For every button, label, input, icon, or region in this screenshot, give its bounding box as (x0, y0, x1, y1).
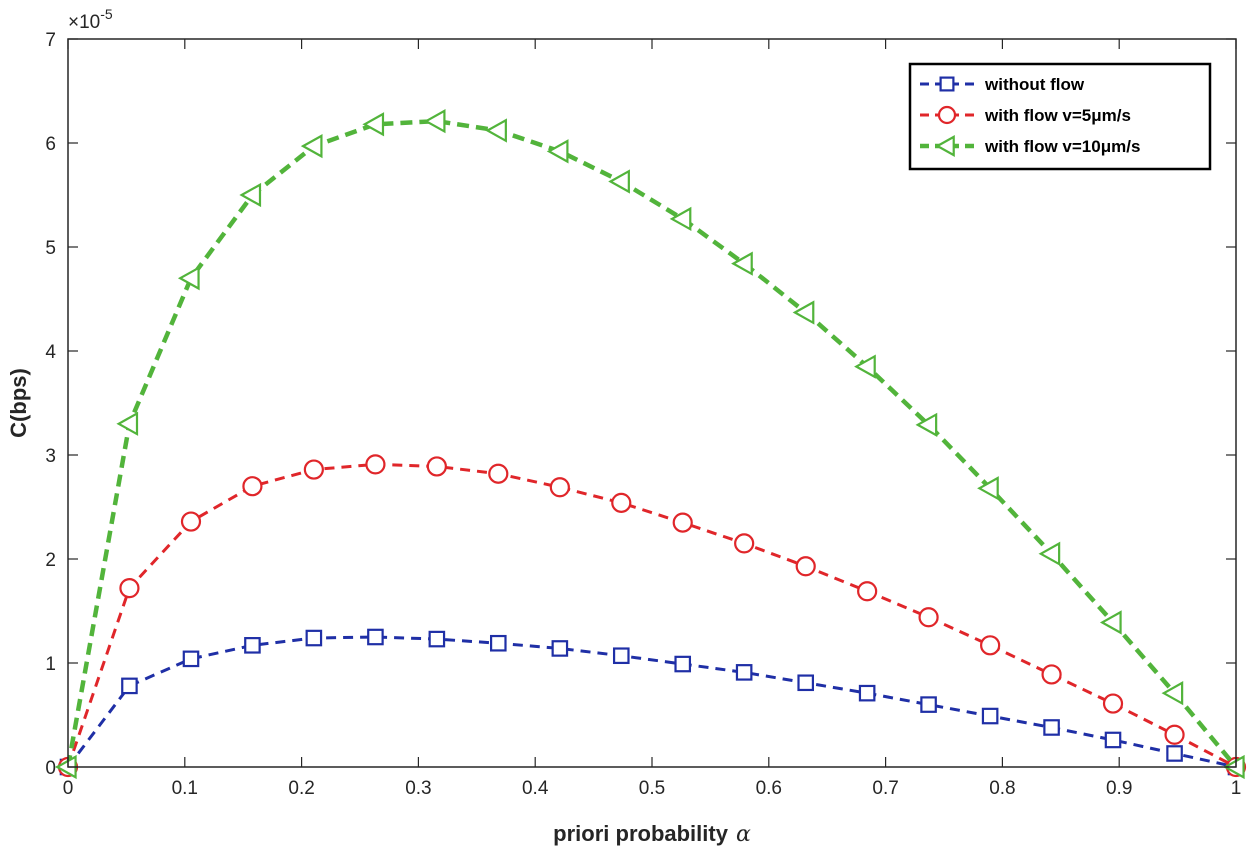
data-point (797, 674, 815, 692)
data-point (180, 511, 202, 532)
data-point (182, 650, 200, 668)
data-point (672, 512, 693, 533)
x-axis-label-text: priori probability (553, 821, 729, 846)
data-point (305, 629, 323, 647)
data-point (423, 109, 446, 134)
series-line (66, 462, 1237, 769)
x-tick-label: 0.7 (872, 778, 898, 799)
data-point (915, 412, 938, 437)
data-point (428, 630, 446, 648)
data-point (977, 476, 999, 501)
data-point (858, 684, 876, 702)
legend-label: with flow v=5μm/s (984, 106, 1131, 125)
data-point (1104, 731, 1122, 749)
y-tick-label: 1 (45, 654, 56, 675)
data-point (920, 696, 937, 713)
data-point (177, 266, 200, 291)
data-point (551, 640, 569, 657)
y-tick-label: 3 (45, 446, 56, 467)
legend-label: without flow (984, 75, 1085, 94)
data-point (367, 628, 384, 646)
legend-entry: without flow (920, 75, 1085, 94)
data-point (674, 655, 692, 673)
data-point (244, 637, 261, 654)
x-tick-label: 0.3 (405, 778, 431, 799)
x-tick-label: 0.1 (172, 778, 198, 799)
data-point (1043, 719, 1060, 736)
legend-label: with flow v=10μm/s (984, 137, 1140, 156)
x-axis-label: priori probability α (553, 821, 751, 847)
data-point (242, 476, 263, 497)
data-point (303, 459, 324, 480)
data-point (488, 463, 509, 484)
legend: without flow with flow v=5μm/s with flow v… (908, 62, 1212, 171)
series-3 (54, 109, 1245, 780)
x-tick-label: 0.5 (639, 778, 665, 799)
y-tick-label: 2 (45, 550, 56, 571)
y-tick-label: 5 (45, 238, 56, 259)
legend-box (908, 62, 1212, 171)
data-point (792, 300, 815, 325)
x-tick-label: 0.4 (522, 778, 549, 799)
series-line (66, 635, 1237, 769)
data-point (1161, 681, 1184, 706)
x-tick-label: 0.2 (288, 778, 314, 799)
data-point (918, 607, 939, 628)
data-point (119, 578, 140, 599)
data-point (1099, 610, 1122, 635)
data-point (612, 647, 630, 665)
data-point (980, 635, 1001, 656)
data-point (854, 354, 876, 379)
x-tick-label: 0.8 (989, 778, 1015, 799)
data-point (426, 456, 447, 477)
y-tick-label: 4 (45, 342, 56, 363)
axes-layer: 0 0.1 0.2 0.3 0.4 0.5 0.6 0.7 0.8 0.9 1 0 1 2 3 4 5 6 7 (45, 30, 1241, 799)
data-point (239, 182, 262, 208)
data-point (121, 677, 138, 695)
data-point (300, 133, 323, 159)
x-tick-label: 0.9 (1106, 778, 1132, 799)
y-multiplier-base: ×10 (68, 12, 100, 33)
data-point (731, 251, 753, 276)
marker-square (939, 76, 955, 92)
data-point (1041, 664, 1062, 685)
data-point (795, 556, 816, 577)
data-point (485, 118, 507, 143)
x-tick-label: 1 (1231, 778, 1242, 799)
data-point (489, 634, 507, 652)
data-point (1102, 693, 1124, 714)
data-point (1038, 541, 1061, 566)
data-point (365, 454, 386, 475)
data-point (734, 533, 755, 554)
x-tick-label: 0.6 (756, 778, 782, 799)
y-multiplier-exponent: -5 (100, 6, 113, 22)
data-point (1166, 745, 1183, 762)
x-axis-symbol: α (736, 822, 751, 847)
series-line (65, 118, 1238, 769)
marker-triangle (935, 135, 955, 157)
legend-entry: with flow v=10μm/s (920, 135, 1140, 157)
y-tick-label: 6 (45, 134, 56, 155)
data-point (549, 477, 570, 498)
data-point (116, 411, 139, 436)
data-point (735, 664, 753, 681)
data-point (608, 169, 630, 194)
data-point (1164, 724, 1185, 745)
data-point (857, 581, 878, 602)
y-axis-label: C(bps) (6, 368, 31, 438)
data-point (546, 139, 569, 164)
data-point (981, 707, 999, 725)
marker-circle (937, 105, 957, 125)
y-tick-label: 0 (45, 758, 56, 779)
y-multiplier-label: ×10-5 (68, 6, 113, 33)
legend-entry: with flow v=5μm/s (920, 105, 1131, 125)
series-layer (54, 109, 1247, 780)
data-point (669, 206, 692, 232)
x-tick-label: 0 (63, 778, 74, 799)
y-tick-label: 7 (45, 30, 56, 51)
data-point (362, 112, 385, 137)
data-point (611, 492, 632, 513)
